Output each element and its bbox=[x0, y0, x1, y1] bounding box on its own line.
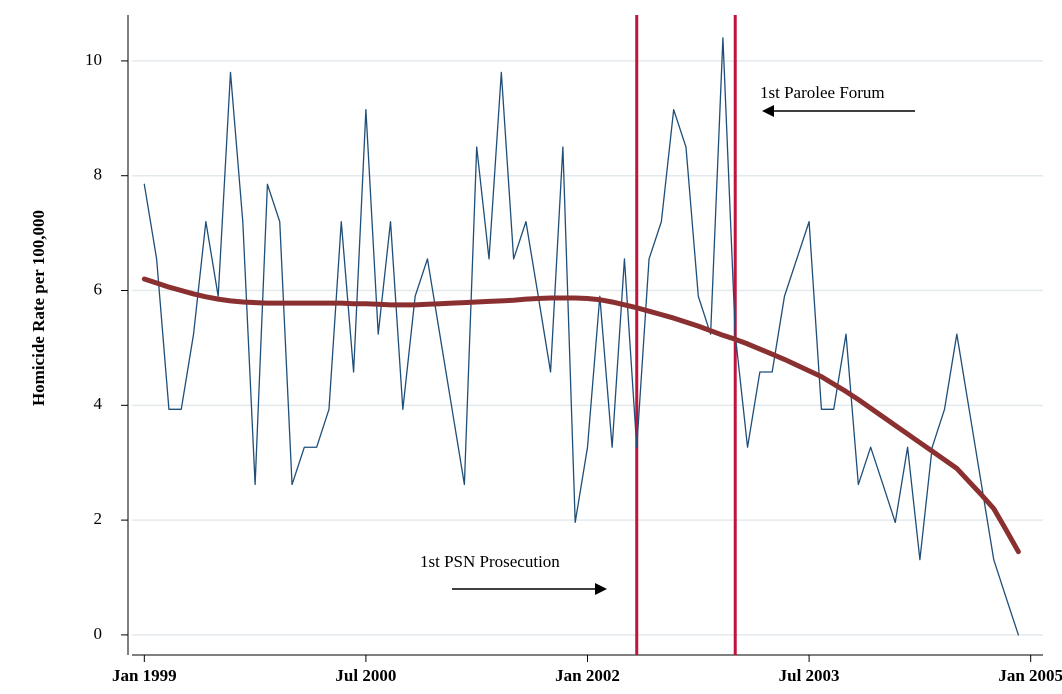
y-tick-label: 0 bbox=[94, 624, 103, 643]
y-axis-label: Homicide Rate per 100,000 bbox=[29, 210, 48, 406]
plot: 0 2 4 6 8 10 Jan 1999 Jul 2000 Jan 2002 Jul 2003 J… bbox=[85, 15, 1062, 685]
y-tick-label: 6 bbox=[94, 279, 103, 298]
x-tick-label: Jan 2002 bbox=[555, 666, 620, 685]
x-tick-label: Jan 1999 bbox=[112, 666, 177, 685]
annotation-arrowhead bbox=[595, 583, 607, 595]
y-tick-label: 8 bbox=[94, 165, 103, 184]
annotation-arrowhead bbox=[762, 105, 774, 117]
series-line bbox=[141, 276, 1021, 555]
x-tick-label: Jul 2000 bbox=[335, 666, 396, 685]
y-tick-label: 4 bbox=[94, 394, 103, 413]
annotation: 1st PSN Prosecution bbox=[420, 552, 560, 571]
x-tick-label: Jul 2003 bbox=[779, 666, 840, 685]
series-line bbox=[143, 37, 1020, 636]
y-tick-label: 2 bbox=[94, 509, 103, 528]
x-tick-label: Jan 2005 bbox=[998, 666, 1062, 685]
y-tick-label: 10 bbox=[85, 50, 102, 69]
annotation: 1st Parolee Forum bbox=[760, 83, 885, 102]
